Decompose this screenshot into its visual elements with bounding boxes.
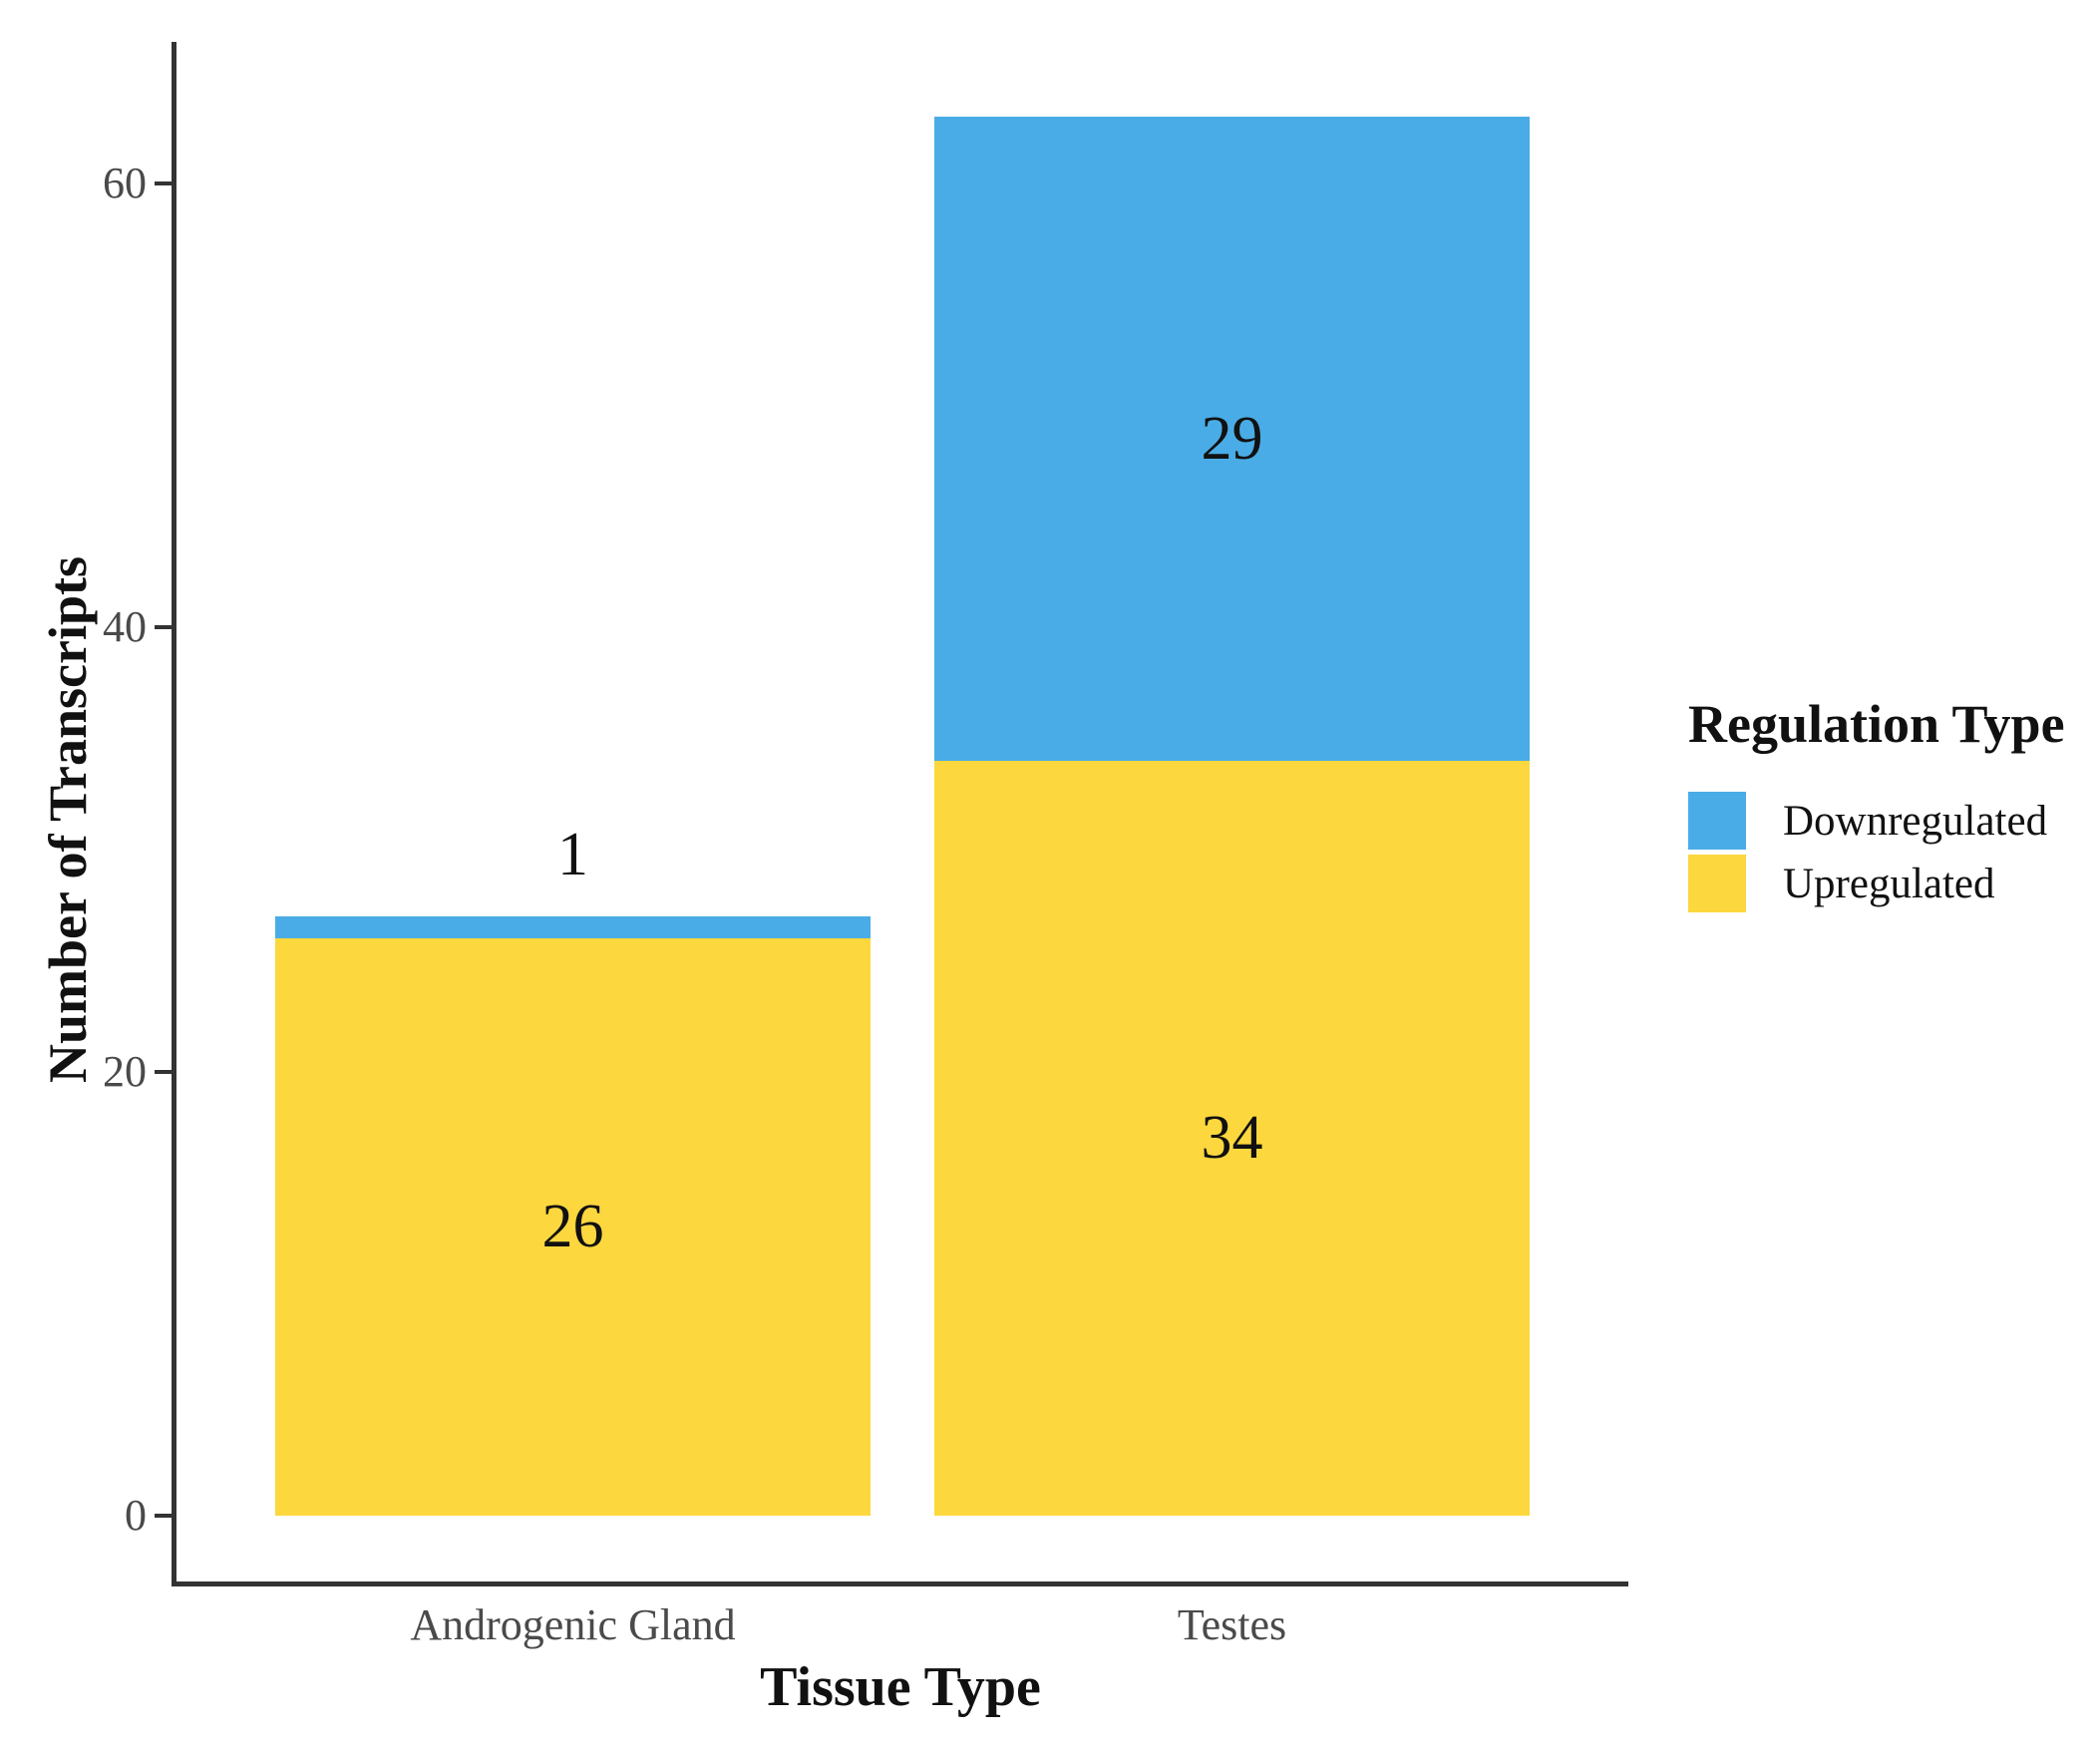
- y-axis-tick: [155, 1514, 172, 1518]
- bar-segment-downregulated-testes: [934, 116, 1530, 761]
- x-axis-line: [172, 1581, 1628, 1586]
- y-tick-label: 0: [125, 1491, 147, 1540]
- x-category-label: Androgenic Gland: [410, 1600, 736, 1649]
- legend-title: Regulation Type: [1688, 694, 2065, 754]
- downregulated-color-swatch: [1688, 792, 1746, 850]
- y-axis-tick: [155, 625, 172, 630]
- y-tick-label: 40: [103, 602, 147, 652]
- y-tick-label: 20: [103, 1046, 147, 1096]
- upregulated-color-swatch: [1688, 855, 1746, 912]
- bar-segment-downregulated-androgenic-gland: [275, 915, 871, 938]
- legend-item-downregulated: Downregulated: [1688, 792, 2065, 850]
- bar-segment-upregulated-androgenic-gland: [275, 937, 871, 1516]
- y-axis-tick: [155, 180, 172, 185]
- bar-segment-upregulated-testes: [934, 760, 1530, 1516]
- legend-label-downregulated: Downregulated: [1783, 797, 2048, 845]
- value-label-upregulated: 34: [1201, 1104, 1263, 1173]
- y-tick-label: 60: [103, 158, 147, 207]
- legend-label-upregulated: Upregulated: [1783, 860, 1995, 907]
- x-axis-title: Tissue Type: [760, 1656, 1041, 1718]
- x-category-label: Testes: [1177, 1600, 1287, 1649]
- legend-item-upregulated: Upregulated: [1688, 855, 2065, 912]
- y-axis-line: [172, 42, 176, 1586]
- legend: Regulation Type Downregulated Upregulate…: [1688, 696, 2065, 917]
- value-label-downregulated: 29: [1201, 404, 1263, 473]
- value-label-upregulated: 26: [541, 1193, 604, 1261]
- y-axis-tick: [155, 1069, 172, 1074]
- value-label-downregulated: 1: [557, 820, 588, 888]
